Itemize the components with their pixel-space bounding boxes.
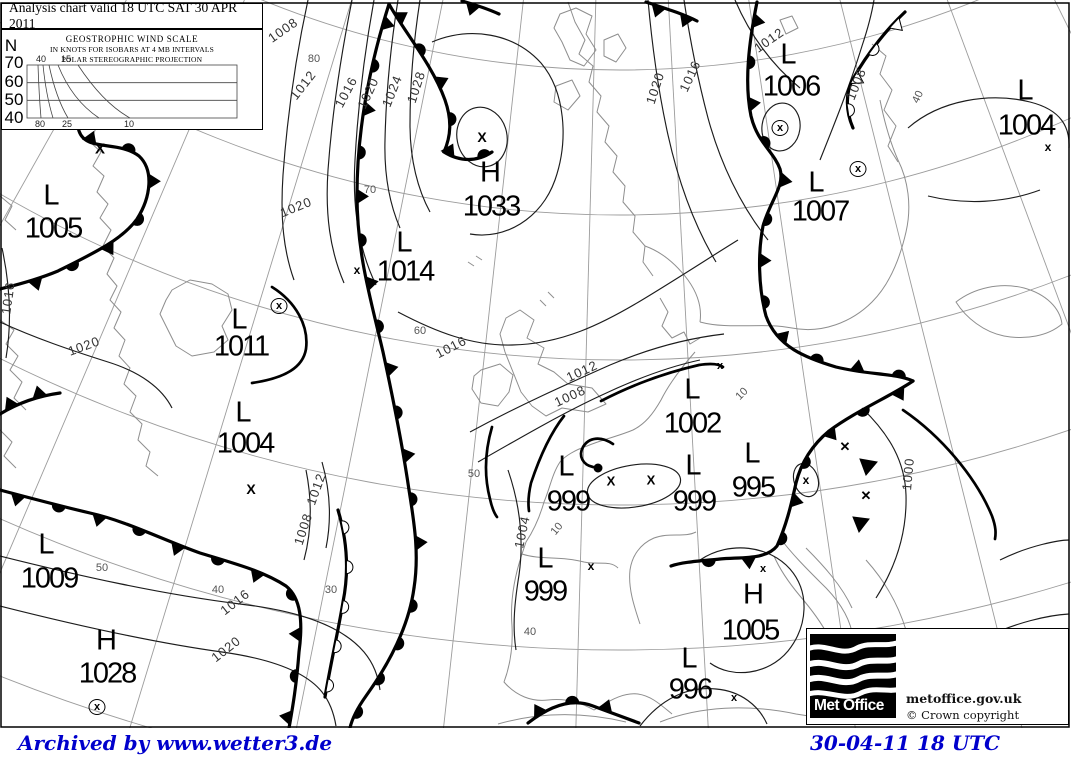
wind-scale-projection: POLAR STEREOGRAPHIC PROJECTION <box>61 55 203 64</box>
footer-bar: Archived by www.wetter3.de 30-04-11 18 U… <box>0 728 1071 759</box>
graticule-lines <box>0 0 1071 728</box>
coastlines <box>0 1 1063 725</box>
chart-title: Analysis chart valid 18 UTC SAT 30 APR 2… <box>9 0 238 31</box>
wind-scale-title: GEOSTROPHIC WIND SCALE <box>65 34 199 44</box>
crown-copyright: © Crown copyright <box>906 708 1020 722</box>
wind-scale-subtitle: IN KNOTS FOR ISOBARS AT 4 MB INTERVALS <box>49 45 215 54</box>
metoffice-credit-box: Met Office metoffice.gov.uk © Crown copy… <box>806 628 1069 725</box>
wind-scale-graph <box>26 64 238 119</box>
metoffice-url: metoffice.gov.uk <box>906 691 1022 706</box>
chart-datetime: 30-04-11 18 UTC <box>810 731 1001 755</box>
metoffice-logo-icon: Met Office <box>810 634 896 718</box>
map-border <box>0 2 1070 728</box>
archive-credit: Archived by www.wetter3.de <box>18 731 333 755</box>
chart-title-box: Analysis chart valid 18 UTC SAT 30 APR 2… <box>1 0 263 31</box>
isobar-lines <box>0 0 1070 727</box>
metoffice-brand: Met Office <box>814 697 884 714</box>
standalone-front-symbols <box>593 458 878 534</box>
